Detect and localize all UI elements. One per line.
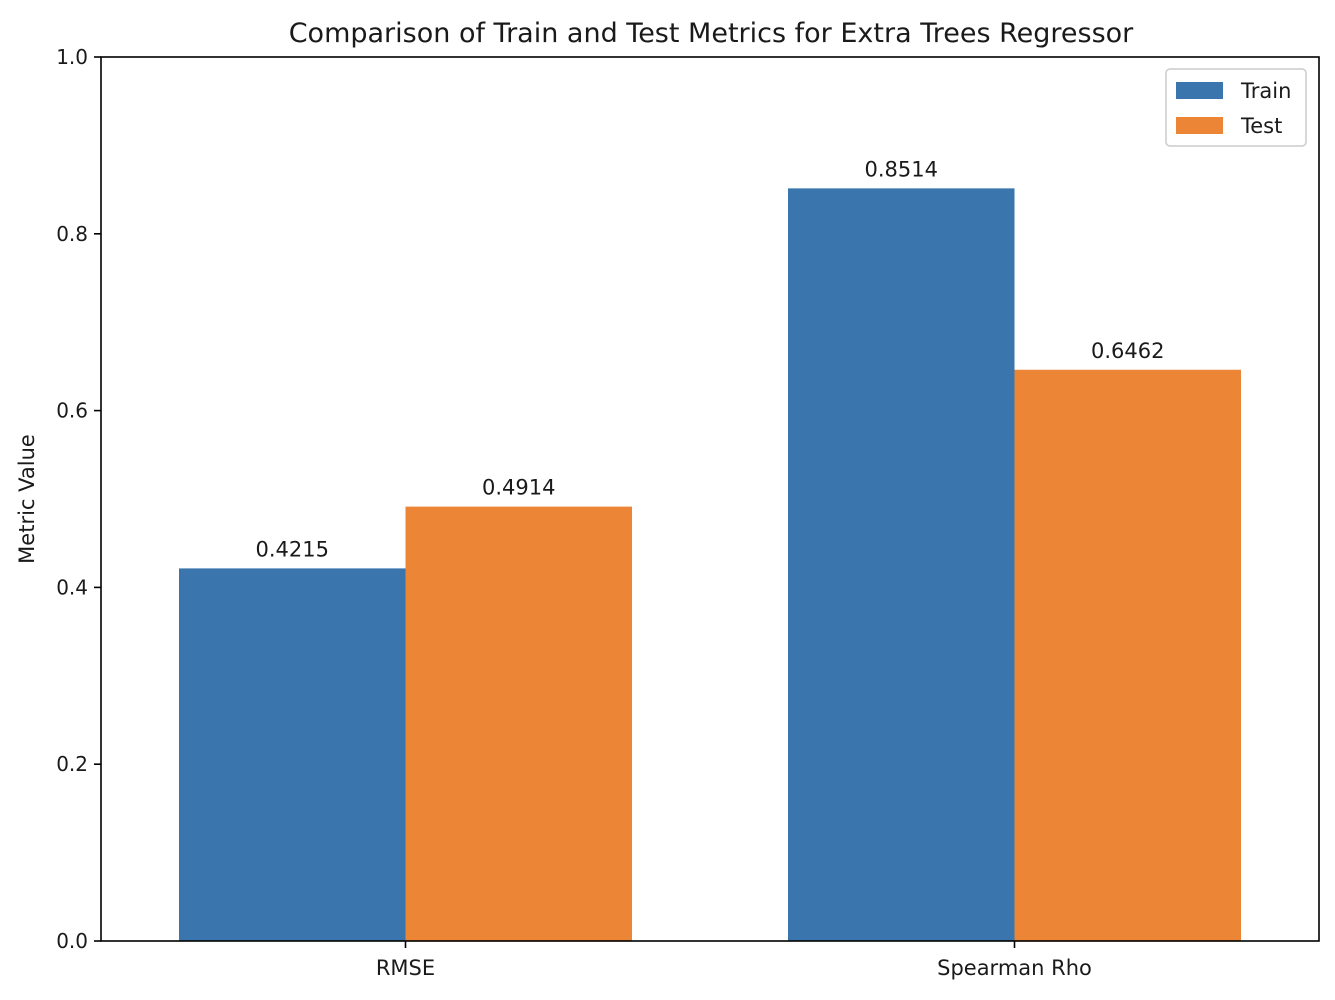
x-tick-label: RMSE: [376, 956, 435, 980]
legend-swatch-train: [1176, 82, 1223, 99]
axes-frame: [100, 56, 1320, 942]
bar-test-1: [405, 506, 632, 941]
y-tick-label: 0.8: [56, 222, 88, 246]
legend-label-test: Test: [1240, 114, 1282, 138]
y-tick-label: 1.0: [56, 45, 88, 69]
bar-train-2: [788, 188, 1015, 941]
y-tick-label: 0.0: [56, 929, 88, 953]
y-tick-label: 0.2: [56, 752, 88, 776]
bar-value-label: 0.8514: [865, 157, 938, 181]
chart-title: Comparison of Train and Test Metrics for…: [289, 18, 1134, 49]
bar-test-2: [1014, 369, 1241, 942]
y-tick-label: 0.4: [56, 575, 88, 599]
bar-value-label: 0.6462: [1091, 339, 1164, 363]
x-tick-label: Spearman Rho: [937, 956, 1092, 980]
y-tick-label: 0.6: [56, 399, 88, 423]
y-axis-label: Metric Value: [15, 434, 39, 564]
bar-train-1: [179, 568, 406, 941]
plot-area: 0.4215 0.8514 0.4914 0.6462 0.0 0.2 0.4 0.6 0.8 1…: [56, 45, 1320, 980]
legend-label-train: Train: [1240, 79, 1291, 103]
legend-swatch-test: [1176, 117, 1223, 134]
bar-value-label: 0.4215: [256, 537, 329, 561]
bar-value-label: 0.4914: [482, 476, 555, 500]
